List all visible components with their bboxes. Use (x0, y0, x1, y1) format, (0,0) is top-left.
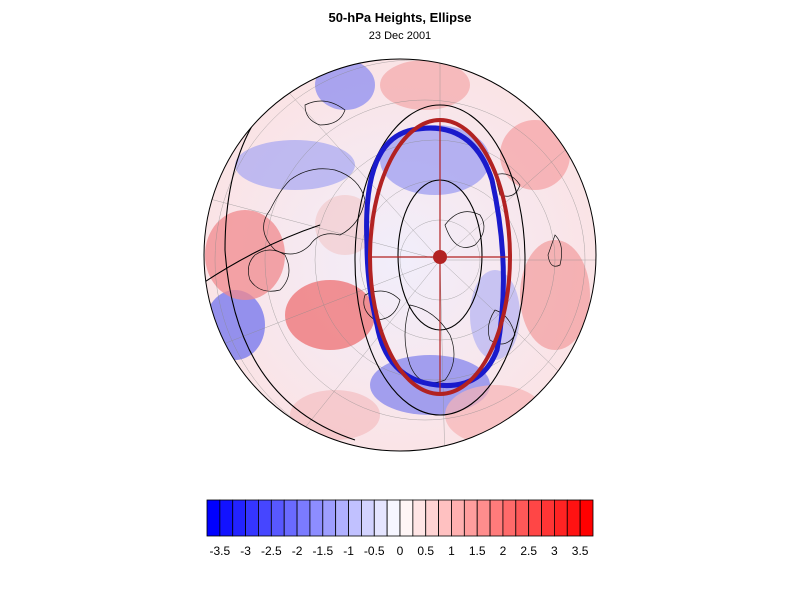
colorbar-cell (360, 499, 375, 537)
colorbar-tick-label: 2 (499, 544, 507, 558)
colorbar-cell (579, 499, 594, 537)
colorbar-tick-label: 2.5 (520, 544, 537, 558)
colorbar-cell (515, 499, 530, 537)
colorbar-cell (309, 499, 324, 537)
vortex-ellipse-overlay (364, 118, 512, 396)
polar-map (203, 58, 597, 452)
colorbar-cell (553, 499, 568, 537)
colorbar-cell (425, 499, 440, 537)
colorbar-tick-label: 0.5 (417, 544, 435, 558)
colorbar-cell (232, 499, 247, 537)
positive-anomaly-blob (380, 60, 470, 110)
colorbar-tick-label: -2 (291, 544, 303, 558)
colorbar-cell (386, 499, 401, 537)
colorbar-cell (258, 499, 272, 537)
negative-anomaly-blob (235, 140, 355, 190)
colorbar-cell (219, 499, 234, 537)
chart-subtitle: 23 Dec 2001 (368, 30, 432, 42)
colorbar-cell (528, 499, 542, 537)
chart-title: 50-hPa Heights, Ellipse (328, 10, 472, 25)
colorbar-cell (399, 499, 414, 537)
colorbar-cell (412, 499, 427, 537)
ellipse-centroid (433, 250, 447, 264)
positive-anomaly-blob (290, 390, 380, 440)
positive-anomaly-blob (500, 120, 570, 190)
colorbar-tick-label: 1.5 (468, 544, 486, 558)
globe-border (203, 58, 597, 452)
colorbar-tick-label: -1 (343, 544, 354, 558)
colorbar-cell (373, 499, 388, 537)
colorbar-cell (283, 499, 298, 537)
negative-anomaly-blob (205, 290, 265, 360)
colorbar-tick-label: 3 (551, 544, 558, 558)
colorbar-tick-label: -3 (240, 544, 251, 558)
colorbar-cell (489, 499, 504, 537)
negative-anomaly-blob (380, 125, 490, 195)
colorbar-cell (206, 499, 221, 537)
negative-anomaly-blob (315, 60, 375, 110)
colorbar-cell (438, 499, 452, 537)
colorbar-cell (335, 499, 349, 537)
colorbar (206, 499, 594, 537)
colorbar-cell (541, 499, 555, 537)
colorbar-cell (348, 499, 362, 537)
colorbar-tick-label: -2.5 (260, 544, 282, 558)
colorbar-cell (566, 499, 581, 537)
colorbar-cell (270, 499, 285, 537)
colorbar-cell (296, 499, 311, 537)
colorbar-tick-label: 3.5 (571, 544, 589, 558)
colorbar-tick-label: -3.5 (209, 544, 231, 558)
colorbar-tick-label: -0.5 (363, 544, 385, 558)
colorbar-cell (502, 499, 517, 537)
colorbar-cell (463, 499, 478, 537)
colorbar-cell (245, 499, 259, 537)
positive-anomaly-blob (285, 280, 375, 350)
positive-anomaly-blob (445, 385, 545, 445)
colorbar-tick-label: 0 (396, 544, 404, 558)
anomaly-field (204, 59, 596, 451)
colorbar-cell (322, 499, 337, 537)
colorbar-tick-label: -1.5 (312, 544, 334, 558)
colorbar-cell (451, 499, 465, 537)
colorbar-tick-label: 1 (448, 544, 455, 558)
colorbar-cell (476, 499, 491, 537)
